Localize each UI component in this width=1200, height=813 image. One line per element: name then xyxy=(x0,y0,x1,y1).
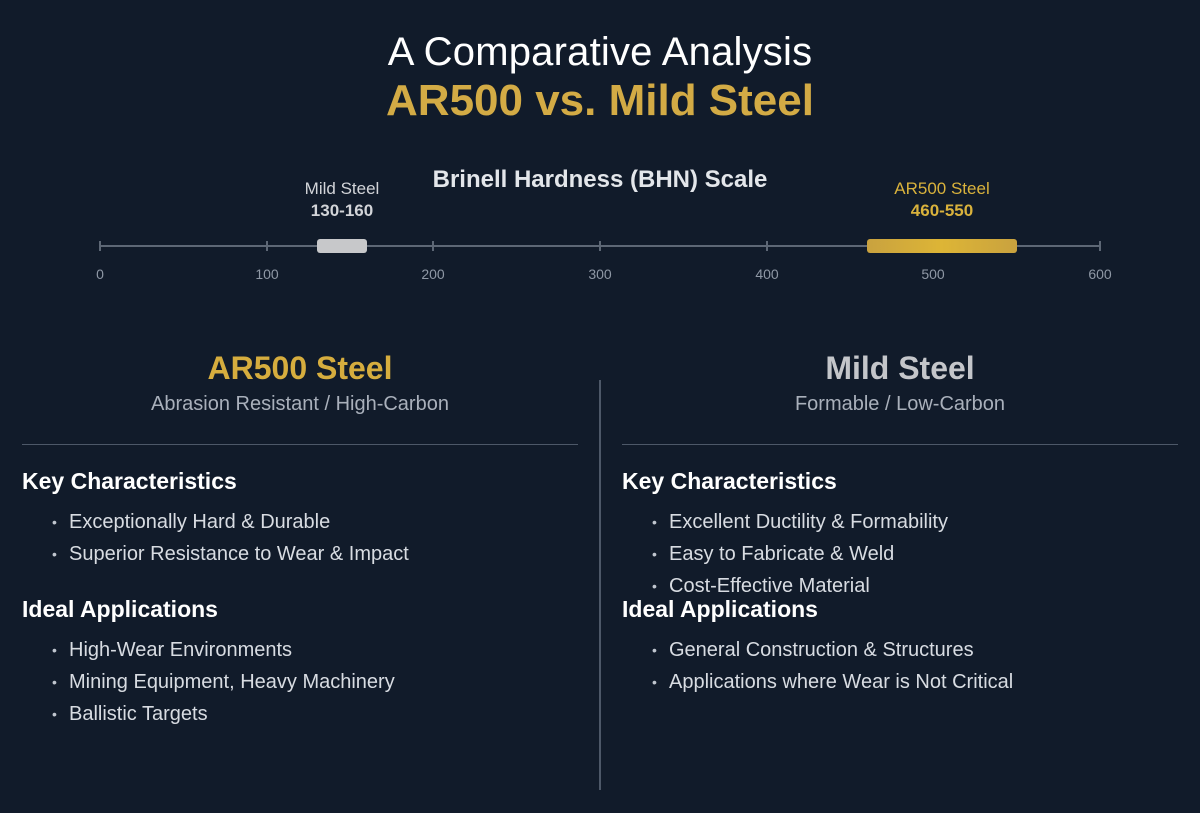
applications-title: Ideal Applications xyxy=(622,596,818,622)
characteristics-list: • Excellent Ductility & Formability • Easy… xyxy=(652,506,948,602)
applications-list: • High-Wear Environments • Mining Equipmen… xyxy=(52,634,395,730)
list-item: • Easy to Fabricate & Weld xyxy=(652,538,948,570)
bullet-icon: • xyxy=(652,514,657,530)
list-item: • Excellent Ductility & Formability xyxy=(652,506,948,538)
column-heading: Mild Steel xyxy=(825,350,975,386)
marker-range: 460-550 xyxy=(910,201,974,220)
list-item: • General Construction & Structures xyxy=(652,634,1013,666)
bullet-icon: • xyxy=(52,546,57,562)
axis-tick xyxy=(599,241,601,251)
page-subtitle: A Comparative Analysis xyxy=(387,30,813,74)
bullet-icon: • xyxy=(52,514,57,530)
applications-title: Ideal Applications xyxy=(22,596,218,622)
list-item: • Ballistic Targets xyxy=(52,698,395,730)
bullet-icon: • xyxy=(52,706,57,722)
column-subheading: Formable / Low-Carbon xyxy=(794,393,1006,415)
list-item: • Exceptionally Hard & Durable xyxy=(52,506,409,538)
bullet-icon: • xyxy=(652,642,657,658)
mild-steel-range-bar xyxy=(317,239,367,253)
axis-tick-label: 100 xyxy=(255,266,279,282)
scale-title: Brinell Hardness (BHN) Scale xyxy=(432,166,768,193)
characteristics-title: Key Characteristics xyxy=(622,468,837,494)
axis-tick-label: 600 xyxy=(1088,266,1112,282)
bullet-icon: • xyxy=(52,674,57,690)
bullet-icon: • xyxy=(652,578,657,594)
axis-tick xyxy=(266,241,268,251)
page-title: AR500 vs. Mild Steel xyxy=(386,76,814,125)
bullet-icon: • xyxy=(652,674,657,690)
mild-steel-marker-label: Mild Steel 130-160 xyxy=(242,179,442,221)
marker-name: AR500 Steel xyxy=(894,179,990,198)
list-item: • Mining Equipment, Heavy Machinery xyxy=(52,666,395,698)
list-item: • Superior Resistance to Wear & Impact xyxy=(52,538,409,570)
axis-tick xyxy=(766,241,768,251)
marker-name: Mild Steel xyxy=(304,179,380,198)
axis-tick-label: 0 xyxy=(96,266,104,282)
column-divider xyxy=(599,380,601,790)
axis-tick-label: 200 xyxy=(421,266,445,282)
characteristics-list: • Exceptionally Hard & Durable • Superior … xyxy=(52,506,409,570)
ar500-range-bar xyxy=(867,239,1017,253)
ar500-marker-label: AR500 Steel 460-550 xyxy=(842,179,1042,221)
mild-steel-column: Mild Steel Formable / Low-Carbon xyxy=(622,350,1178,445)
axis-tick-label: 400 xyxy=(755,266,779,282)
axis-tick xyxy=(1099,241,1101,251)
ar500-column: AR500 Steel Abrasion Resistant / High-Ca… xyxy=(22,350,578,445)
applications-list: • General Construction & Structures • Appl… xyxy=(652,634,1013,698)
axis-tick xyxy=(99,241,101,251)
column-subheading: Abrasion Resistant / High-Carbon xyxy=(151,393,449,415)
list-item: • Cost-Effective Material xyxy=(652,570,948,602)
section-rule xyxy=(622,444,1178,445)
axis-tick-label: 500 xyxy=(921,266,945,282)
bullet-icon: • xyxy=(652,546,657,562)
list-item: • High-Wear Environments xyxy=(52,634,395,666)
list-item: • Applications where Wear is Not Critical xyxy=(652,666,1013,698)
section-rule xyxy=(22,444,578,445)
characteristics-title: Key Characteristics xyxy=(22,468,237,494)
axis-tick-label: 300 xyxy=(588,266,612,282)
column-heading: AR500 Steel xyxy=(207,350,393,386)
axis-tick xyxy=(432,241,434,251)
bullet-icon: • xyxy=(52,642,57,658)
marker-range: 130-160 xyxy=(310,201,374,220)
